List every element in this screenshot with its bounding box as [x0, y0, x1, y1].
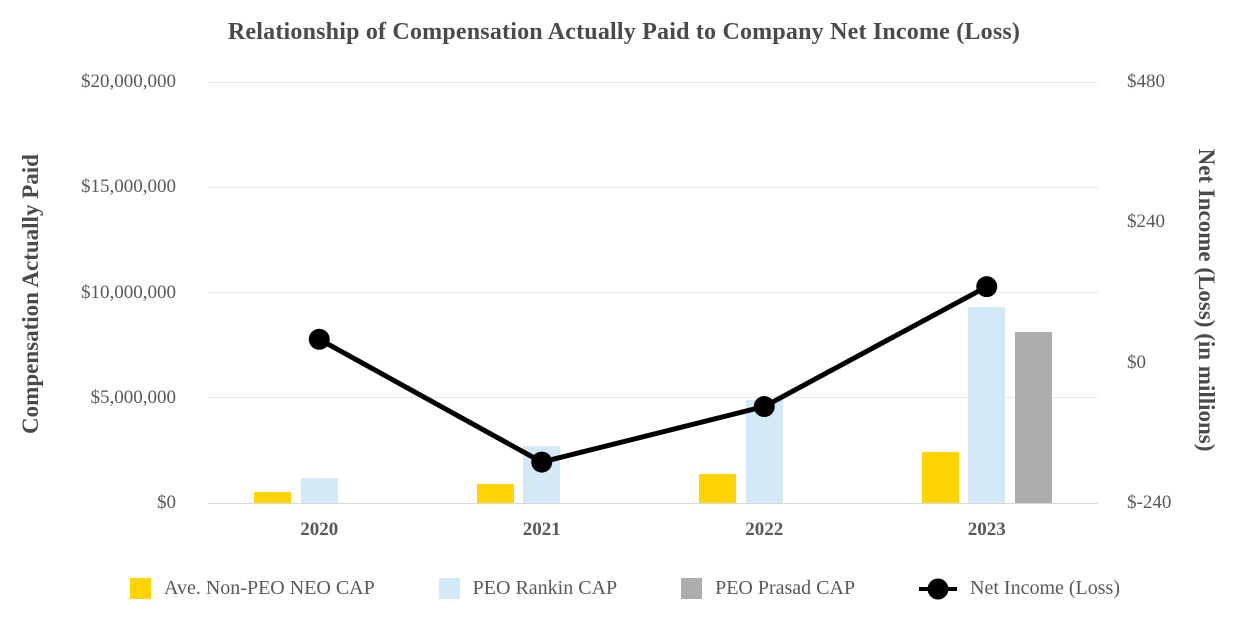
gridline [208, 397, 1098, 399]
right-axis-tick-label: $-240 [1127, 492, 1172, 513]
legend-label: PEO Rankin CAP [472, 577, 618, 599]
net-income-loss-marker-2023 [976, 276, 998, 298]
net-income-loss-marker-2020 [308, 328, 330, 350]
legend-item-peo-prasad-cap: PEO Prasad CAP [681, 577, 855, 600]
legend-label: PEO Prasad CAP [715, 577, 856, 599]
bar-ave-non-peo-neo-cap-2022 [699, 473, 737, 503]
x-axis-label-2023: 2023 [967, 519, 1006, 540]
left-axis-tick-label: $15,000,000 [81, 176, 176, 198]
net-income-loss-line [318, 284, 988, 465]
x-axis-baseline [208, 502, 1098, 504]
x-axis-label-2022: 2022 [745, 519, 784, 540]
bar-peo-rankin-cap-2022 [745, 399, 783, 503]
bar-peo-rankin-cap-2020 [300, 477, 338, 503]
legend-label: Net Income (Loss) [970, 577, 1120, 599]
right-axis-tick-label: $0 [1127, 351, 1146, 373]
right-axis-tick-label: $240 [1127, 211, 1165, 233]
legend-label: Ave. Non-PEO NEO CAP [164, 577, 375, 599]
chart-legend: Ave. Non-PEO NEO CAP PEO Rankin CAP PEO Pr… [130, 577, 1120, 600]
net-income-loss-marker-2021 [531, 451, 553, 473]
chart-title: Relationship of Compensation Actually Pa… [227, 19, 1021, 45]
net-income-loss-marker-2022 [753, 396, 775, 418]
legend-item-peo-rankin-cap: PEO Rankin CAP [438, 577, 618, 600]
bar-ave-non-peo-neo-cap-2020 [254, 492, 292, 503]
gridline [208, 292, 1098, 293]
bar-ave-non-peo-neo-cap-2023 [921, 452, 959, 503]
x-axis-label-2021: 2021 [522, 519, 561, 540]
right-axis-title: Net Income (Loss) (in millions) [1194, 148, 1219, 452]
gridline [208, 81, 1098, 83]
legend-swatch-icon [438, 578, 460, 599]
right-axis-tick-label: $480 [1127, 71, 1165, 92]
bar-peo-rankin-cap-2023 [968, 307, 1006, 503]
net-income-line-layer [308, 276, 998, 473]
left-axis-tick-label: $10,000,000 [81, 281, 176, 303]
legend-swatch-icon [130, 578, 151, 599]
bar-peo-prasad-cap-2023 [1014, 332, 1052, 503]
legend-line-marker-icon [919, 578, 958, 600]
legend-item-net-income-loss: Net Income (Loss) [919, 577, 1120, 600]
legend-item-ave-non-peo-neo-cap: Ave. Non-PEO NEO CAP [130, 577, 375, 600]
left-axis-tick-label: $0 [157, 492, 176, 513]
plot-area [208, 81, 1098, 504]
bar-ave-non-peo-neo-cap-2021 [476, 484, 514, 503]
legend-swatch-icon [681, 578, 703, 599]
x-axis-label-2020: 2020 [300, 519, 339, 540]
left-axis-tick-label: $20,000,000 [81, 71, 176, 92]
gridline [208, 186, 1098, 188]
left-axis-tick-label: $5,000,000 [90, 386, 177, 408]
